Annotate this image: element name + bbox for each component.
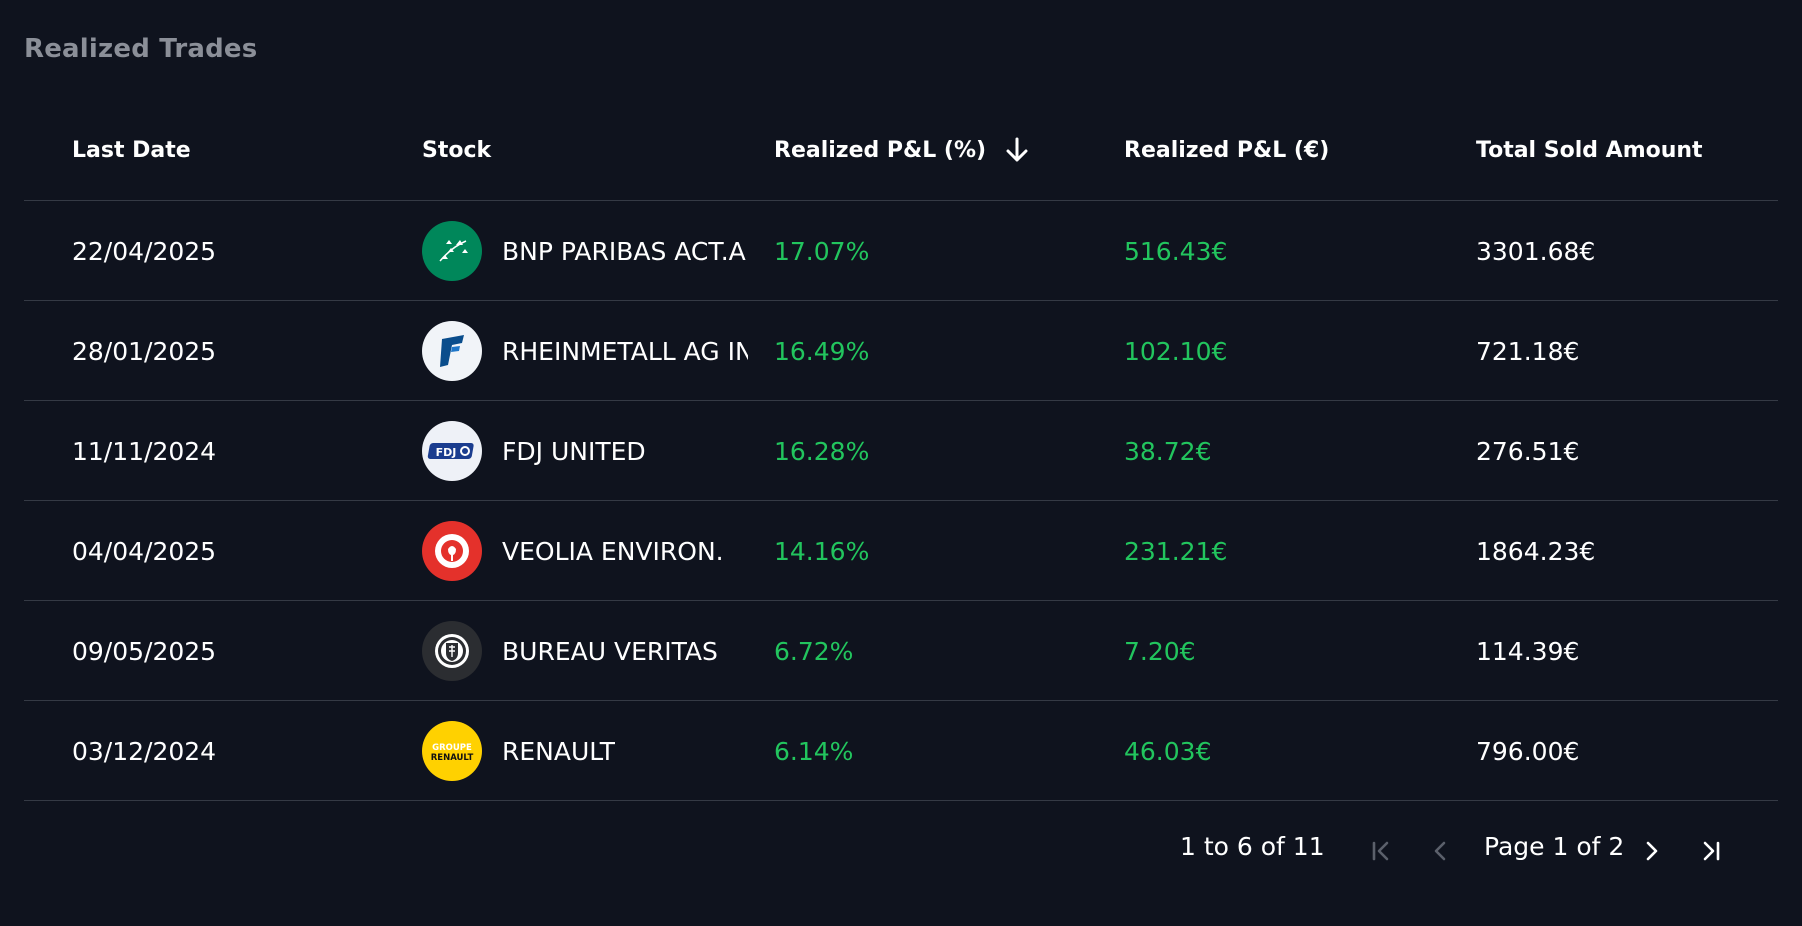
table-row[interactable]: 28/01/2025 RHEINMETALL AG INH 16.49% 102… <box>24 301 1778 401</box>
stock-name: FDJ UNITED <box>502 436 646 466</box>
cell-pnl-percent: 6.14% <box>774 736 854 766</box>
cell-total-sold: 1864.23€ <box>1476 536 1596 566</box>
svg-text:FDJ: FDJ <box>436 446 457 459</box>
cell-date: 28/01/2025 <box>72 336 217 366</box>
pagination: 1 to 6 of 11 Page 1 of 2 <box>0 804 1802 898</box>
cell-pnl-euro: 102.10€ <box>1124 336 1228 366</box>
cell-date: 22/04/2025 <box>72 236 217 266</box>
table-header: Last Date Stock Realized P&L (%) Realize… <box>24 100 1778 201</box>
bnp-paribas-logo <box>422 221 482 281</box>
svg-text:GROUPE: GROUPE <box>432 743 472 753</box>
cell-pnl-percent: 16.49% <box>774 336 870 366</box>
svg-text:RENAULT: RENAULT <box>431 753 474 763</box>
first-page-icon[interactable] <box>1364 834 1398 868</box>
stock-name: BNP PARIBAS ACT.A <box>502 236 746 266</box>
table-row[interactable]: 22/04/2025 BNP PARIBAS ACT.A 17.07% 516.… <box>24 201 1778 301</box>
cell-date: 11/11/2024 <box>72 436 217 466</box>
realized-trades-table: Last Date Stock Realized P&L (%) Realize… <box>24 100 1778 801</box>
column-header-total-sold[interactable]: Total Sold Amount <box>1476 137 1703 163</box>
cell-total-sold: 3301.68€ <box>1476 236 1596 266</box>
cell-stock: RHEINMETALL AG INH <box>422 301 748 401</box>
cell-stock: GROUPE RENAULT RENAULT <box>422 701 748 801</box>
cell-stock: FDJ FDJ UNITED <box>422 401 748 501</box>
cell-stock: BNP PARIBAS ACT.A <box>422 201 748 301</box>
pagination-page: Page 1 of 2 <box>1484 832 1625 861</box>
cell-pnl-euro: 231.21€ <box>1124 536 1228 566</box>
cell-stock: BUREAU VERITAS <box>422 601 748 701</box>
stock-name: BUREAU VERITAS <box>502 636 718 666</box>
fdj-logo: FDJ <box>422 421 482 481</box>
column-header-pnl-euro[interactable]: Realized P&L (€) <box>1124 137 1330 163</box>
stock-name: RENAULT <box>502 736 616 766</box>
cell-total-sold: 796.00€ <box>1476 736 1580 766</box>
cell-pnl-percent: 17.07% <box>774 236 870 266</box>
column-header-last-date[interactable]: Last Date <box>72 137 191 163</box>
cell-pnl-euro: 38.72€ <box>1124 436 1212 466</box>
cell-pnl-percent: 14.16% <box>774 536 870 566</box>
table-row[interactable]: 09/05/2025 BUREAU VERITAS 6.72% 7.20€ 11… <box>24 601 1778 701</box>
cell-total-sold: 721.18€ <box>1476 336 1580 366</box>
stock-name: VEOLIA ENVIRON. <box>502 536 724 566</box>
cell-date: 04/04/2025 <box>72 536 217 566</box>
stock-name: RHEINMETALL AG INH <box>502 336 748 366</box>
panel-title: Realized Trades <box>24 34 258 64</box>
cell-total-sold: 276.51€ <box>1476 436 1580 466</box>
cell-pnl-euro: 7.20€ <box>1124 636 1196 666</box>
cell-pnl-euro: 516.43€ <box>1124 236 1228 266</box>
renault-logo: GROUPE RENAULT <box>422 721 482 781</box>
cell-pnl-euro: 46.03€ <box>1124 736 1212 766</box>
cell-date: 09/05/2025 <box>72 636 217 666</box>
cell-pnl-percent: 6.72% <box>774 636 854 666</box>
cell-total-sold: 114.39€ <box>1476 636 1580 666</box>
previous-page-icon[interactable] <box>1424 834 1458 868</box>
bureau-veritas-logo <box>422 621 482 681</box>
column-header-pnl-percent[interactable]: Realized P&L (%) <box>774 100 1104 200</box>
cell-pnl-percent: 16.28% <box>774 436 870 466</box>
arrow-down-icon <box>1004 136 1030 164</box>
rheinmetall-logo <box>422 321 482 381</box>
table-row[interactable]: 03/12/2024 GROUPE RENAULT RENAULT 6.14% … <box>24 701 1778 801</box>
table-row[interactable]: 11/11/2024 FDJ FDJ UNITED 16.28% 38.72€ … <box>24 401 1778 501</box>
cell-date: 03/12/2024 <box>72 736 217 766</box>
pagination-range: 1 to 6 of 11 <box>1180 832 1325 861</box>
next-page-icon[interactable] <box>1634 834 1668 868</box>
cell-stock: VEOLIA ENVIRON. <box>422 501 748 601</box>
table-row[interactable]: 04/04/2025 VEOLIA ENVIRON. 14.16% 231.21… <box>24 501 1778 601</box>
column-header-stock[interactable]: Stock <box>422 137 492 163</box>
last-page-icon[interactable] <box>1694 834 1728 868</box>
veolia-logo <box>422 521 482 581</box>
